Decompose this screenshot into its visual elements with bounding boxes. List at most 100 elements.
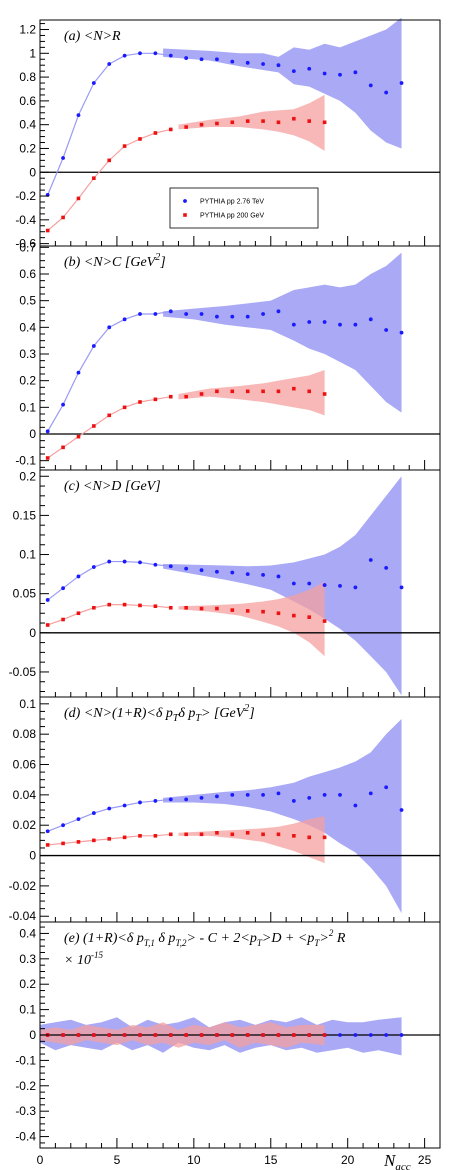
point-lhc xyxy=(384,328,389,332)
point-rhic xyxy=(168,394,173,399)
point-lhc xyxy=(45,829,50,834)
point-rhic xyxy=(292,613,296,618)
point-lhc xyxy=(368,558,373,562)
point-lhc xyxy=(338,792,342,797)
point-rhic xyxy=(122,1033,127,1037)
point-rhic xyxy=(230,389,235,394)
point-lhc xyxy=(184,797,189,802)
point-lhc xyxy=(91,81,96,85)
point-rhic xyxy=(307,389,312,394)
point-lhc xyxy=(230,570,235,575)
point-lhc xyxy=(384,90,389,95)
point-rhic xyxy=(199,832,204,837)
x-tick-label: 0 xyxy=(37,1153,44,1167)
point-rhic xyxy=(92,605,96,610)
point-lhc xyxy=(384,565,389,570)
point-lhc xyxy=(368,1033,373,1037)
point-lhc xyxy=(307,320,312,324)
point-rhic xyxy=(168,1033,173,1037)
panel-title-b: (b) <N>C [GeV2] xyxy=(64,252,166,270)
y-tick-label: 0.2 xyxy=(19,469,36,483)
point-lhc xyxy=(399,1033,404,1037)
point-rhic xyxy=(45,228,50,233)
point-lhc xyxy=(199,312,204,316)
band-lhc xyxy=(163,252,402,413)
y-tick-label: 0.4 xyxy=(19,118,36,132)
point-rhic xyxy=(322,392,327,396)
y-tick-label: 0 xyxy=(29,427,36,441)
y-tick-label: 0.3 xyxy=(19,952,36,966)
fit-curve-rhic xyxy=(47,604,171,626)
point-rhic xyxy=(107,602,112,607)
y-tick-label: 0.05 xyxy=(13,587,37,601)
point-rhic xyxy=(153,834,158,838)
fit-curve-lhc xyxy=(47,310,171,432)
point-lhc xyxy=(399,808,404,812)
fit-curve-rhic xyxy=(47,396,171,459)
point-rhic xyxy=(138,137,142,141)
point-rhic xyxy=(122,602,127,607)
point-lhc xyxy=(107,62,112,66)
y-tick-label: -0.1 xyxy=(15,1053,36,1067)
y-tick-label: 0.06 xyxy=(13,758,37,772)
point-lhc xyxy=(245,572,250,577)
point-rhic xyxy=(322,1033,327,1037)
y-tick-label: 0.1 xyxy=(19,548,36,562)
panel-title-c: (c) <N>D [GeV] xyxy=(64,479,161,494)
point-rhic xyxy=(138,834,142,838)
point-lhc xyxy=(245,60,250,65)
point-rhic xyxy=(122,405,127,410)
point-rhic xyxy=(307,835,312,840)
point-lhc xyxy=(384,785,389,790)
y-tick-label: 0.1 xyxy=(19,400,36,414)
point-lhc xyxy=(215,57,219,62)
point-rhic xyxy=(184,832,188,837)
point-rhic xyxy=(261,1033,265,1037)
point-lhc xyxy=(291,69,296,74)
y-tick-label: 0.2 xyxy=(19,374,36,388)
point-rhic xyxy=(245,1033,250,1037)
band-lhc xyxy=(163,17,402,149)
point-rhic xyxy=(245,609,250,613)
y-tick-label: 0.1 xyxy=(19,697,36,711)
y-tick-label: 0.2 xyxy=(19,141,36,155)
y-tick-label: -0.05 xyxy=(9,665,37,679)
y-tick-label: -0.4 xyxy=(15,1130,36,1144)
band-lhc xyxy=(163,718,402,914)
point-lhc xyxy=(91,565,96,569)
point-lhc xyxy=(338,583,342,588)
point-lhc xyxy=(353,585,358,590)
point-rhic xyxy=(61,215,65,220)
point-rhic xyxy=(215,389,219,394)
point-lhc xyxy=(291,322,296,327)
point-rhic xyxy=(307,1033,312,1037)
x-axis-title: Nacc xyxy=(383,1151,411,1170)
point-lhc xyxy=(399,330,404,335)
point-lhc xyxy=(399,81,404,85)
point-lhc xyxy=(276,791,281,796)
point-lhc xyxy=(199,795,204,800)
point-lhc xyxy=(76,370,81,375)
panel-b: -0.1 0 0.1 0.2 0.3 0.4 0.5 0.6 0.7 (b) <N>C [GeV2… xyxy=(15,240,441,471)
point-lhc xyxy=(107,325,112,330)
panel-title-a: (a) <N>R xyxy=(64,29,121,44)
point-lhc xyxy=(261,62,265,66)
point-lhc xyxy=(291,799,296,803)
point-rhic xyxy=(92,838,96,843)
point-rhic xyxy=(92,424,96,428)
point-rhic xyxy=(45,456,50,460)
point-lhc xyxy=(199,568,204,573)
point-rhic xyxy=(184,605,188,610)
point-rhic xyxy=(92,176,96,180)
panel-title-e: (e) (1+R)<δ pT,1 δ pT,2> - C + 2<pT>D + … xyxy=(64,928,346,948)
legend-box xyxy=(169,187,319,229)
point-rhic xyxy=(199,606,204,611)
y-tick-label: 0 xyxy=(29,165,36,179)
y-tick-label: 0 xyxy=(29,1028,36,1042)
point-rhic xyxy=(322,619,327,623)
point-lhc xyxy=(199,57,204,62)
point-lhc xyxy=(230,59,235,64)
point-rhic xyxy=(276,389,281,394)
point-rhic xyxy=(107,413,112,418)
point-rhic xyxy=(215,1033,219,1037)
